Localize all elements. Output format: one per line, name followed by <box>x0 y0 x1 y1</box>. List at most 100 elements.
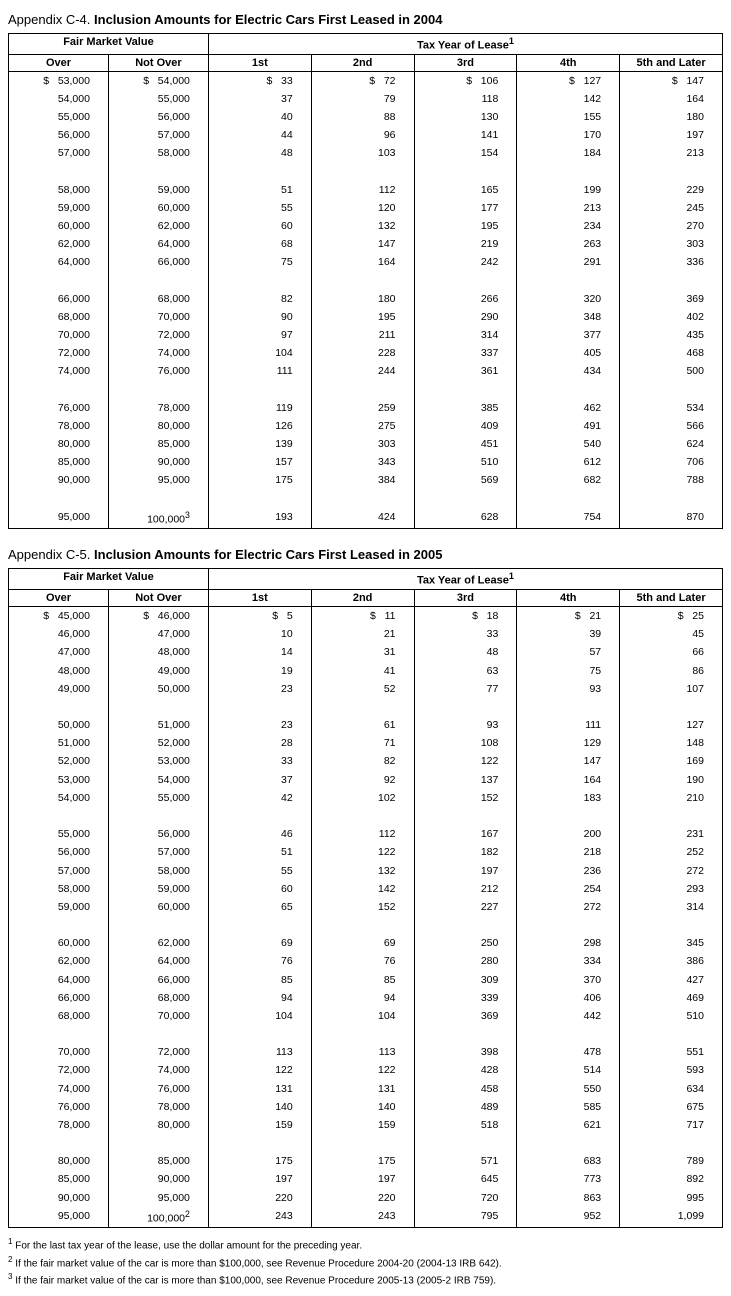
cell: 339 <box>414 989 517 1007</box>
cell: 213 <box>517 199 620 217</box>
table-row: 85,00090,000157343510612706 <box>9 453 723 471</box>
table-row: 90,00095,000175384569682788 <box>9 471 723 489</box>
cell: 122 <box>311 1061 414 1079</box>
cell: 303 <box>311 435 414 453</box>
cell: $ 25 <box>620 607 723 626</box>
cell: $ 46,000 <box>108 607 208 626</box>
cell: 59,000 <box>9 199 109 217</box>
cell: 197 <box>414 862 517 880</box>
cell: 229 <box>620 181 723 199</box>
cell: 140 <box>311 1098 414 1116</box>
cell: 175 <box>208 471 311 489</box>
cell: 57,000 <box>108 843 208 861</box>
cell: 74,000 <box>9 1080 109 1098</box>
cell: 74,000 <box>108 1061 208 1079</box>
cell: 72,000 <box>108 1043 208 1061</box>
cell: 254 <box>517 880 620 898</box>
cell: 451 <box>414 435 517 453</box>
cell: 314 <box>620 898 723 916</box>
cell: 60,000 <box>9 217 109 235</box>
cell: 49,000 <box>9 680 109 698</box>
cell: 462 <box>517 399 620 417</box>
cell: 95,000 <box>9 1207 109 1228</box>
cell: 293 <box>620 880 723 898</box>
cell: 142 <box>311 880 414 898</box>
cell: 51,000 <box>108 716 208 734</box>
table-row: 62,00064,0007676280334386 <box>9 952 723 970</box>
cell: 62,000 <box>9 235 109 253</box>
cell: 74,000 <box>108 344 208 362</box>
subheader-5: 4th <box>517 590 620 607</box>
cell: 336 <box>620 253 723 271</box>
cell: 320 <box>517 290 620 308</box>
subheader-4: 3rd <box>414 54 517 71</box>
cell: 48 <box>414 643 517 661</box>
cell: 369 <box>414 1007 517 1025</box>
cell: 59,000 <box>9 898 109 916</box>
cell: 212 <box>414 880 517 898</box>
cell: 120 <box>311 199 414 217</box>
cell: $ 127 <box>517 71 620 90</box>
cell: 164 <box>620 90 723 108</box>
cell: 122 <box>208 1061 311 1079</box>
cell: 370 <box>517 971 620 989</box>
cell: 197 <box>311 1170 414 1188</box>
cell: 85,000 <box>9 1170 109 1188</box>
cell: 90,000 <box>9 471 109 489</box>
cell: 46,000 <box>9 625 109 643</box>
cell: 343 <box>311 453 414 471</box>
table-row: 48,00049,0001941637586 <box>9 662 723 680</box>
cell: 56,000 <box>108 825 208 843</box>
cell: 263 <box>517 235 620 253</box>
subheader-1: Not Over <box>108 590 208 607</box>
cell: 384 <box>311 471 414 489</box>
cell: 100,0002 <box>108 1207 208 1228</box>
cell: 68,000 <box>9 308 109 326</box>
table-row: 78,00080,000126275409491566 <box>9 417 723 435</box>
cell: 291 <box>517 253 620 271</box>
cell: 348 <box>517 308 620 326</box>
cell: 78,000 <box>108 1098 208 1116</box>
cell: 85,000 <box>9 453 109 471</box>
cell: 57,000 <box>9 862 109 880</box>
cell: 64,000 <box>108 952 208 970</box>
cell: 75 <box>208 253 311 271</box>
cell: 157 <box>208 453 311 471</box>
cell: 491 <box>517 417 620 435</box>
cell: 47,000 <box>108 625 208 643</box>
cell: 148 <box>620 734 723 752</box>
table-row: 95,000100,0003193424628754870 <box>9 508 723 529</box>
cell: 70,000 <box>9 1043 109 1061</box>
cell: 72,000 <box>108 326 208 344</box>
cell: 252 <box>620 843 723 861</box>
subheader-2: 1st <box>208 590 311 607</box>
table-row: 74,00076,000111244361434500 <box>9 362 723 380</box>
cell: 66,000 <box>9 989 109 1007</box>
cell: 104 <box>208 1007 311 1025</box>
cell: $ 5 <box>208 607 311 626</box>
table-row: 64,00066,00075164242291336 <box>9 253 723 271</box>
cell: $ 106 <box>414 71 517 90</box>
cell: 469 <box>620 989 723 1007</box>
cell: $ 45,000 <box>9 607 109 626</box>
cell: 243 <box>208 1207 311 1228</box>
cell: 155 <box>517 108 620 126</box>
cell: 61 <box>311 716 414 734</box>
cell: 122 <box>414 752 517 770</box>
table-row: 70,00072,000113113398478551 <box>9 1043 723 1061</box>
table-row: 76,00078,000140140489585675 <box>9 1098 723 1116</box>
cell: 90 <box>208 308 311 326</box>
table-row: 52,00053,0003382122147169 <box>9 752 723 770</box>
cell: 706 <box>620 453 723 471</box>
cell: 402 <box>620 308 723 326</box>
cell: 184 <box>517 144 620 162</box>
cell: 200 <box>517 825 620 843</box>
cell: 55 <box>208 862 311 880</box>
cell: 272 <box>620 862 723 880</box>
table-row: 68,00070,00090195290348402 <box>9 308 723 326</box>
cell: 129 <box>517 734 620 752</box>
table-row: 56,00057,00051122182218252 <box>9 843 723 861</box>
table-row: 66,00068,00082180266320369 <box>9 290 723 308</box>
cell: 85,000 <box>108 1152 208 1170</box>
cell: 64,000 <box>108 235 208 253</box>
